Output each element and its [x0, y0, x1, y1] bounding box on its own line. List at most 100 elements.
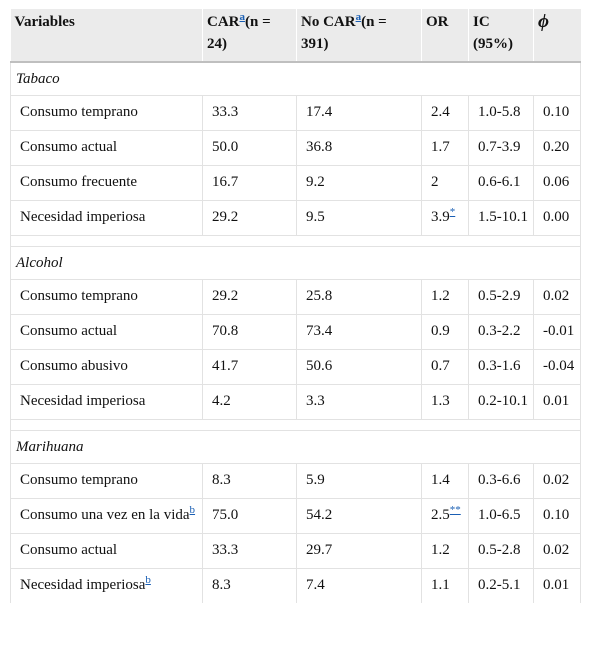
cell-variable: Consumo temprano: [10, 95, 203, 131]
spacer-cell: [533, 419, 581, 431]
cell-car: 4.2: [202, 384, 297, 420]
cell-car: 41.7: [202, 349, 297, 385]
cell-ic: 0.3-2.2: [468, 314, 534, 350]
cell-variable: Consumo actual: [10, 533, 203, 569]
variable-footnote-link[interactable]: b: [145, 574, 151, 586]
cell-phi: 0.01: [533, 568, 581, 603]
cell-ic: 0.2-10.1: [468, 384, 534, 420]
cell-variable: Consumo actual: [10, 130, 203, 166]
cell-no-car: 9.5: [296, 200, 422, 236]
cell-ic: 0.3-6.6: [468, 463, 534, 499]
table-header-row: Variables CARa(n = 24) No CARa(n = 391) …: [10, 9, 581, 63]
cell-no-car: 9.2: [296, 165, 422, 201]
cell-ic: 1.5-10.1: [468, 200, 534, 236]
cell-no-car: 3.3: [296, 384, 422, 420]
table-row: Necesidad imperiosab 8.3 7.4 1.1 0.2-5.1 0.01: [10, 568, 581, 603]
cell-ic: 1.0-5.8: [468, 95, 534, 131]
cell-variable: Consumo una vez en la vidab: [10, 498, 203, 534]
cell-or: 2.4: [421, 95, 469, 131]
cell-no-car: 29.7: [296, 533, 422, 569]
cell-or: 1.4: [421, 463, 469, 499]
spacer-cell: [421, 419, 469, 431]
table-row: Consumo temprano 8.3 5.9 1.4 0.3-6.6 0.02: [10, 463, 581, 499]
cell-or: 1.2: [421, 533, 469, 569]
header-ic: IC (95%): [468, 9, 534, 63]
header-variables: Variables: [10, 9, 203, 63]
cell-ic: 0.3-1.6: [468, 349, 534, 385]
cell-or: 1.7: [421, 130, 469, 166]
variable-footnote-link[interactable]: b: [189, 504, 196, 516]
cell-or: 0.9: [421, 314, 469, 350]
spacer-cell: [202, 419, 297, 431]
section-spacer: [10, 419, 581, 431]
cell-no-car: 36.8: [296, 130, 422, 166]
cell-no-car: 73.4: [296, 314, 422, 350]
table-row: Consumo abusivo 41.7 50.6 0.7 0.3-1.6 -0.04: [10, 349, 581, 385]
cell-no-car: 17.4: [296, 95, 422, 131]
table-row: Consumo temprano 33.3 17.4 2.4 1.0-5.8 0.10: [10, 95, 581, 131]
cell-ic: 0.5-2.8: [468, 533, 534, 569]
header-or: OR: [421, 9, 469, 63]
cell-variable: Consumo actual: [10, 314, 203, 350]
header-phi: ϕ: [533, 9, 581, 63]
cell-phi: 0.10: [533, 498, 581, 534]
cell-car: 70.8: [202, 314, 297, 350]
table-row: Necesidad imperiosa 29.2 9.5 3.9* 1.5-10.1 0.…: [10, 200, 581, 236]
cell-car: 75.0: [202, 498, 297, 534]
cell-car: 29.2: [202, 279, 297, 315]
cell-or: 1.2: [421, 279, 469, 315]
results-table: Variables CARa(n = 24) No CARa(n = 391) …: [10, 9, 581, 603]
spacer-cell: [296, 419, 422, 431]
cell-or: 3.9*: [421, 200, 469, 236]
spacer-cell: [421, 235, 469, 247]
cell-ic: 0.6-6.1: [468, 165, 534, 201]
cell-phi: 0.00: [533, 200, 581, 236]
results-table-container: Variables CARa(n = 24) No CARa(n = 391) …: [10, 9, 581, 603]
cell-phi: -0.01: [533, 314, 581, 350]
cell-car: 29.2: [202, 200, 297, 236]
cell-variable: Necesidad imperiosa: [10, 200, 203, 236]
table-row: Consumo actual 70.8 73.4 0.9 0.3-2.2 -0.01: [10, 314, 581, 350]
cell-ic: 0.5-2.9: [468, 279, 534, 315]
cell-phi: 0.10: [533, 95, 581, 131]
or-significance-link[interactable]: **: [449, 504, 461, 516]
spacer-cell: [10, 419, 203, 431]
header-car-footnote-link[interactable]: a: [239, 11, 246, 23]
spacer-cell: [468, 235, 534, 247]
cell-variable: Necesidad imperiosab: [10, 568, 203, 603]
cell-phi: 0.01: [533, 384, 581, 420]
cell-car: 33.3: [202, 533, 297, 569]
spacer-cell: [468, 419, 534, 431]
table-body: Tabaco Consumo temprano 33.3 17.4 2.4 1.0-5.8…: [10, 61, 581, 603]
section-row: Marihuana: [10, 430, 581, 464]
header-no-car-footnote-link[interactable]: a: [355, 11, 362, 23]
cell-phi: 0.02: [533, 279, 581, 315]
cell-no-car: 5.9: [296, 463, 422, 499]
section-title: Alcohol: [10, 246, 581, 280]
cell-no-car: 50.6: [296, 349, 422, 385]
table-row: Necesidad imperiosa 4.2 3.3 1.3 0.2-10.1 0.01: [10, 384, 581, 420]
cell-phi: 0.02: [533, 533, 581, 569]
cell-or: 1.3: [421, 384, 469, 420]
section-spacer: [10, 235, 581, 247]
cell-variable: Necesidad imperiosa: [10, 384, 203, 420]
cell-car: 8.3: [202, 463, 297, 499]
cell-or: 1.1: [421, 568, 469, 603]
or-significance-link[interactable]: *: [449, 206, 456, 218]
cell-car: 50.0: [202, 130, 297, 166]
cell-car: 16.7: [202, 165, 297, 201]
spacer-cell: [296, 235, 422, 247]
cell-variable: Consumo frecuente: [10, 165, 203, 201]
cell-or: 2: [421, 165, 469, 201]
table-row: Consumo actual 50.0 36.8 1.7 0.7-3.9 0.20: [10, 130, 581, 166]
table-row: Consumo temprano 29.2 25.8 1.2 0.5-2.9 0.02: [10, 279, 581, 315]
cell-car: 33.3: [202, 95, 297, 131]
cell-ic: 0.7-3.9: [468, 130, 534, 166]
spacer-cell: [202, 235, 297, 247]
section-row: Alcohol: [10, 246, 581, 280]
cell-no-car: 7.4: [296, 568, 422, 603]
cell-phi: 0.06: [533, 165, 581, 201]
cell-phi: 0.02: [533, 463, 581, 499]
cell-ic: 1.0-6.5: [468, 498, 534, 534]
table-row: Consumo frecuente 16.7 9.2 2 0.6-6.1 0.06: [10, 165, 581, 201]
